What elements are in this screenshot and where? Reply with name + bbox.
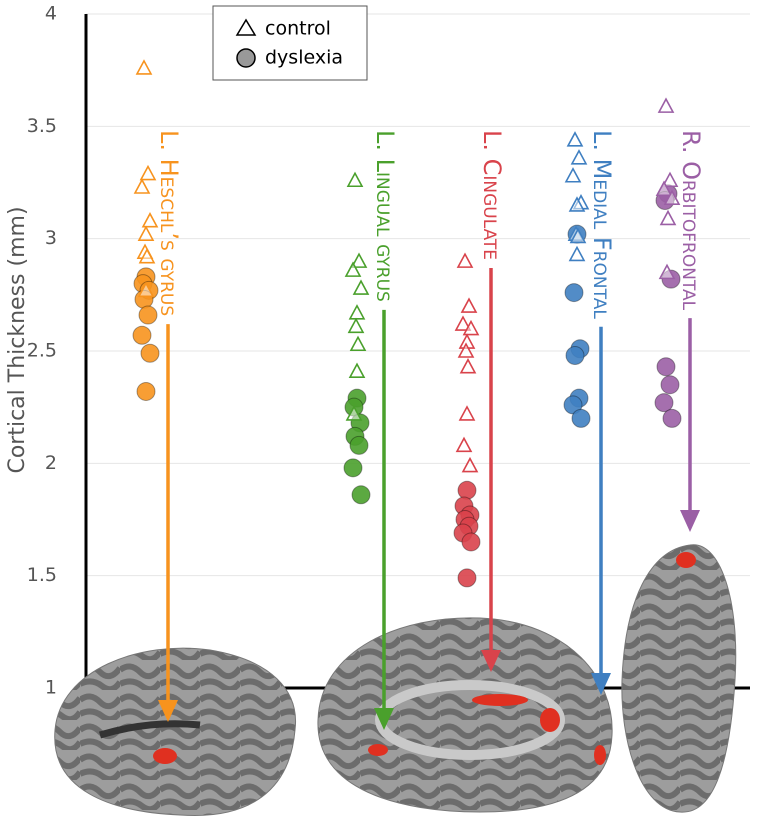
control-point	[455, 436, 473, 453]
dyslexia-point	[654, 393, 674, 413]
arrow-head	[591, 673, 611, 695]
brain-medial	[317, 617, 613, 813]
dyslexia-point	[656, 357, 676, 377]
control-point	[350, 252, 368, 268]
dyslexia-point	[662, 408, 682, 428]
brain-ventral	[621, 544, 737, 813]
dyslexia-point	[343, 458, 363, 478]
control-point	[659, 209, 677, 226]
group-label: L. Heschl’s gyrus	[155, 130, 183, 316]
control-point	[454, 315, 472, 331]
control-point	[566, 131, 584, 147]
control-point	[569, 227, 587, 244]
control-point	[461, 456, 479, 473]
dyslexia-point	[457, 480, 477, 500]
legend-circle	[236, 48, 256, 68]
legend-label: control	[265, 18, 331, 40]
legend: control dyslexia	[212, 5, 368, 81]
dyslexia-point	[565, 345, 585, 365]
y-tick-label: 1.5	[27, 564, 57, 586]
dyslexia-point	[349, 435, 369, 455]
group-label: L. Cingulate	[478, 130, 506, 260]
control-point	[137, 225, 155, 241]
y-tick-label: 1	[45, 677, 57, 699]
control-point	[135, 59, 153, 75]
control-point	[658, 263, 676, 280]
blob	[153, 748, 177, 764]
dyslexia-point	[461, 532, 481, 552]
control-point	[457, 342, 475, 358]
brain-lateral	[54, 647, 297, 817]
dyslexia-point	[571, 408, 591, 428]
arrow-head	[680, 510, 700, 532]
control-point	[137, 281, 155, 298]
control-point	[458, 405, 476, 421]
control-point	[661, 171, 679, 188]
control-point	[344, 261, 362, 277]
control-point	[657, 97, 675, 113]
brains	[54, 544, 737, 817]
dyslexia-point	[660, 375, 680, 395]
control-point	[456, 252, 474, 268]
blob	[368, 744, 388, 756]
control-point	[655, 180, 673, 197]
y-axis-label: Cortical Thickness (mm)	[5, 206, 30, 473]
control-point	[133, 178, 151, 194]
control-point	[568, 245, 586, 262]
arrow-head	[481, 650, 501, 672]
dyslexia-point	[564, 283, 584, 303]
dyslexia-point	[457, 568, 477, 588]
dyslexia-point	[132, 325, 152, 345]
control-point	[346, 171, 364, 188]
control-point	[460, 297, 478, 313]
blob	[540, 708, 560, 732]
y-tick-label: 2	[45, 452, 57, 474]
control-point	[139, 164, 157, 181]
legend-label: dyslexia	[265, 47, 343, 69]
arrow-head	[374, 708, 394, 730]
control-point	[352, 279, 370, 295]
sylvian	[98, 720, 201, 739]
control-point	[570, 149, 588, 165]
y-tick-label: 2.5	[27, 340, 57, 362]
control-point	[462, 319, 480, 336]
dyslexia-point	[563, 395, 583, 415]
group-label: L. Medial Frontal	[588, 130, 616, 319]
control-point	[141, 212, 159, 228]
y-tick-label: 3	[45, 227, 57, 249]
dyslexia-point	[138, 305, 158, 325]
blob	[472, 694, 528, 706]
blob	[676, 552, 696, 568]
dyslexia-point	[351, 485, 371, 505]
control-point	[348, 304, 366, 320]
dyslexia-point	[136, 381, 156, 401]
arrow-head	[158, 700, 178, 722]
control-point	[345, 405, 363, 421]
group-label: R. Orbitofrontal	[677, 130, 705, 311]
legend-box	[212, 5, 368, 81]
group-label: L. Lingual gyrus	[371, 130, 399, 302]
control-point	[347, 317, 365, 334]
control-point	[348, 362, 366, 379]
y-tick-label: 3.5	[27, 115, 57, 137]
blob	[594, 745, 606, 765]
control-point	[138, 247, 156, 264]
legend-triangle	[235, 18, 257, 36]
dyslexia-point	[140, 343, 160, 363]
control-point	[663, 189, 681, 206]
y-tick-label: 4	[45, 3, 57, 25]
control-point	[568, 196, 586, 212]
control-point	[349, 335, 367, 352]
control-point	[564, 167, 582, 183]
control-point	[459, 358, 477, 374]
